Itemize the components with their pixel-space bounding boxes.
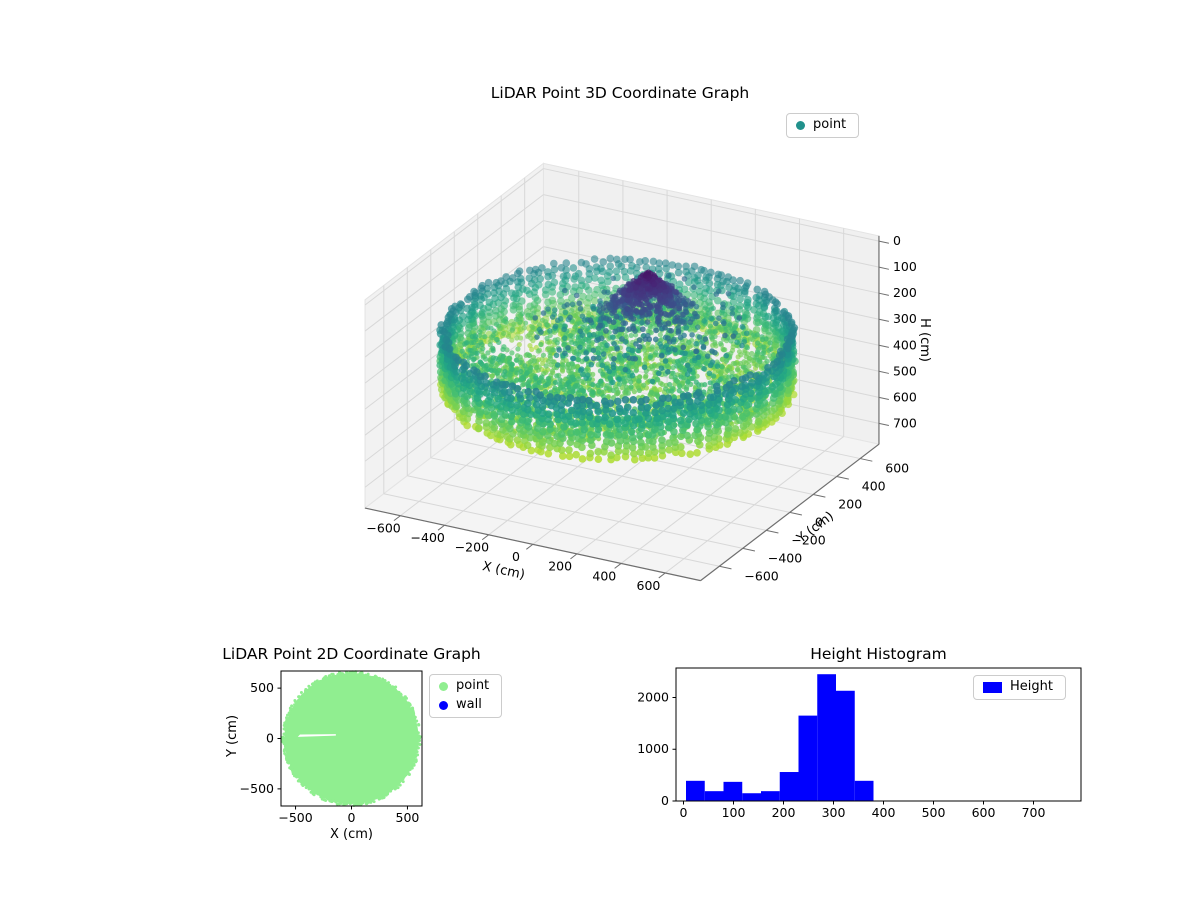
legend-2d: point wall bbox=[429, 674, 503, 718]
height-bar-swatch-icon bbox=[983, 681, 1002, 693]
legend-item-point-2d: point bbox=[439, 678, 490, 694]
legend-label-wall-2d: wall bbox=[456, 696, 482, 712]
point-marker-icon bbox=[796, 120, 805, 130]
legend-item-point-3d: point bbox=[796, 117, 847, 133]
legend-label-point-2d: point bbox=[456, 678, 490, 693]
legend-label-point-3d: point bbox=[813, 117, 847, 132]
chart-title-3d: LiDAR Point 3D Coordinate Graph bbox=[490, 84, 750, 102]
legend-item-wall-2d: wall bbox=[439, 696, 489, 713]
legend-histogram: Height bbox=[973, 675, 1066, 700]
legend-3d: point bbox=[786, 113, 860, 138]
histogram-canvas bbox=[630, 640, 1110, 840]
point-marker-icon bbox=[439, 681, 448, 691]
wall-marker-icon bbox=[439, 700, 448, 710]
legend-item-height: Height bbox=[983, 679, 1053, 695]
scatter3d-canvas bbox=[280, 130, 960, 640]
y-axis-label-2d: Y (cm) bbox=[225, 714, 240, 758]
legend-label-height: Height bbox=[1010, 679, 1053, 694]
x-axis-label-2d: X (cm) bbox=[330, 827, 373, 842]
